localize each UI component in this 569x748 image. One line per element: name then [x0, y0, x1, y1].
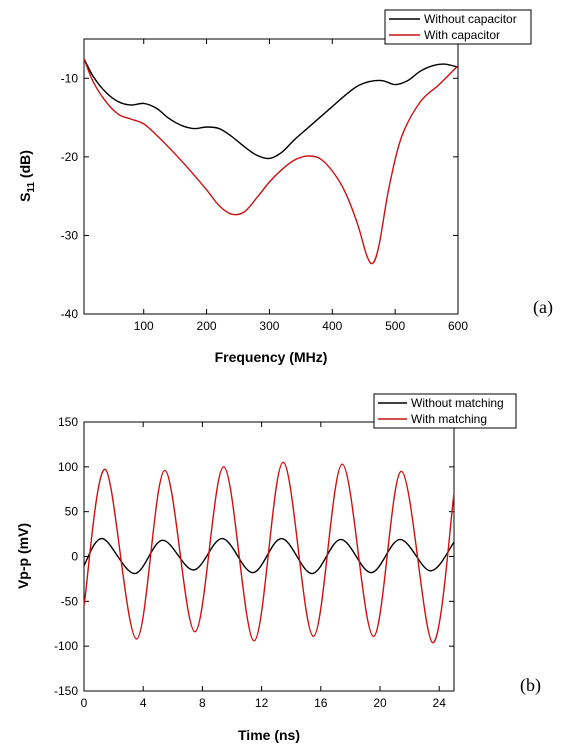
- x-tick-label-b-5: 20: [373, 696, 387, 710]
- chart-a: 100 200 300 400 500 600 -40 -30 -20 -10 Frequency…: [17, 9, 553, 365]
- y-tick-label-b-6: 150: [58, 415, 78, 429]
- series-line-b-1: [83, 461, 455, 644]
- x-tick-b-0: 0: [81, 422, 88, 710]
- y-axis-label-a-sub: 11: [26, 182, 37, 193]
- legend-label-a-1: With capacitor: [424, 28, 500, 42]
- y-tick-label-b-5: 100: [58, 460, 78, 474]
- x-tick-label-a-5: 600: [448, 319, 468, 333]
- x-tick-label-a-0: 100: [134, 319, 154, 333]
- legend-box-b: [373, 393, 517, 429]
- y-tick-b-0: -150: [54, 684, 454, 698]
- series-line-b-0: [83, 537, 455, 575]
- y-tick-label-b-4: 50: [65, 505, 79, 519]
- y-tick-a-3: -10: [61, 71, 458, 85]
- x-tick-label-a-2: 300: [259, 319, 279, 333]
- y-tick-label-b-1: -100: [54, 639, 78, 653]
- x-tick-label-b-0: 0: [81, 696, 88, 710]
- legend-label-a-0: Without capacitor: [424, 12, 517, 26]
- y-tick-label-a-3: -10: [61, 71, 79, 85]
- y-tick-label-b-2: -50: [61, 594, 79, 608]
- x-tick-a-0: 100: [134, 39, 154, 333]
- y-axis-label-a: S11 (dB): [17, 150, 37, 202]
- series-line-a-0: [83, 58, 459, 160]
- x-tick-b-2: 8: [199, 422, 206, 710]
- series-lines-b: [83, 461, 455, 644]
- x-axis-label-a: Frequency (MHz): [215, 349, 328, 365]
- legend-label-b-0: Without matching: [411, 396, 504, 410]
- y-tick-b-4: 50: [65, 505, 454, 519]
- panel-label-b: (b): [520, 675, 541, 696]
- x-tick-label-b-6: 24: [433, 696, 447, 710]
- x-tick-label-b-2: 8: [199, 696, 206, 710]
- y-tick-label-a-1: -30: [61, 228, 79, 242]
- legend-a: Without capacitor With capacitor: [384, 9, 532, 45]
- x-tick-a-3: 400: [322, 39, 343, 333]
- x-tick-label-a-4: 500: [385, 319, 405, 333]
- y-axis-label-a-main: S: [17, 193, 33, 202]
- x-tick-b-1: 4: [140, 422, 147, 710]
- y-tick-label-b-0: -150: [54, 684, 78, 698]
- x-tick-b-4: 16: [314, 422, 328, 710]
- y-tick-a-2: -20: [61, 150, 458, 164]
- chart-b: 0 4 8 12 16 20 24 -150 -100 -50 0 50 100 150 Time (ns…: [15, 393, 541, 743]
- y-tick-b-1: -100: [54, 639, 454, 653]
- legend-label-b-1: With matching: [411, 412, 487, 426]
- plot-frame-a: [83, 38, 459, 315]
- legend-b: Without matching With matching: [373, 393, 517, 429]
- y-axis-label-a-suffix: (dB): [17, 150, 33, 182]
- y-tick-b-2: -50: [61, 594, 454, 608]
- x-tick-label-b-3: 12: [255, 696, 269, 710]
- x-tick-label-b-1: 4: [140, 696, 147, 710]
- legend-box-a: [384, 9, 532, 45]
- y-tick-b-3: 0: [71, 550, 454, 564]
- x-tick-b-3: 12: [255, 422, 269, 710]
- y-axis-label-b: Vp-p (mV): [15, 523, 31, 589]
- x-tick-a-2: 300: [259, 39, 280, 333]
- x-tick-label-b-4: 16: [314, 696, 328, 710]
- series-line-a-1: [83, 58, 459, 265]
- y-tick-b-5: 100: [58, 460, 454, 474]
- y-tick-label-a-2: -20: [61, 150, 79, 164]
- x-axis-label-b: Time (ns): [238, 727, 300, 743]
- x-tick-label-a-1: 200: [197, 319, 217, 333]
- y-tick-label-a-0: -40: [61, 307, 79, 321]
- series-lines-a: [83, 58, 459, 265]
- axis-ticks-b: 0 4 8 12 16 20 24 -150 -100 -50 0 50 100 150: [54, 415, 454, 710]
- y-tick-a-0: -40: [61, 307, 458, 321]
- x-tick-label-a-3: 400: [322, 319, 342, 333]
- panel-label-a: (a): [533, 297, 553, 318]
- plot-frame-b: [83, 421, 455, 692]
- y-tick-a-1: -30: [61, 228, 458, 242]
- axis-ticks-a: 100 200 300 400 500 600 -40 -30 -20 -10: [61, 39, 468, 333]
- y-tick-label-b-3: 0: [71, 550, 78, 564]
- x-tick-a-1: 200: [197, 39, 217, 333]
